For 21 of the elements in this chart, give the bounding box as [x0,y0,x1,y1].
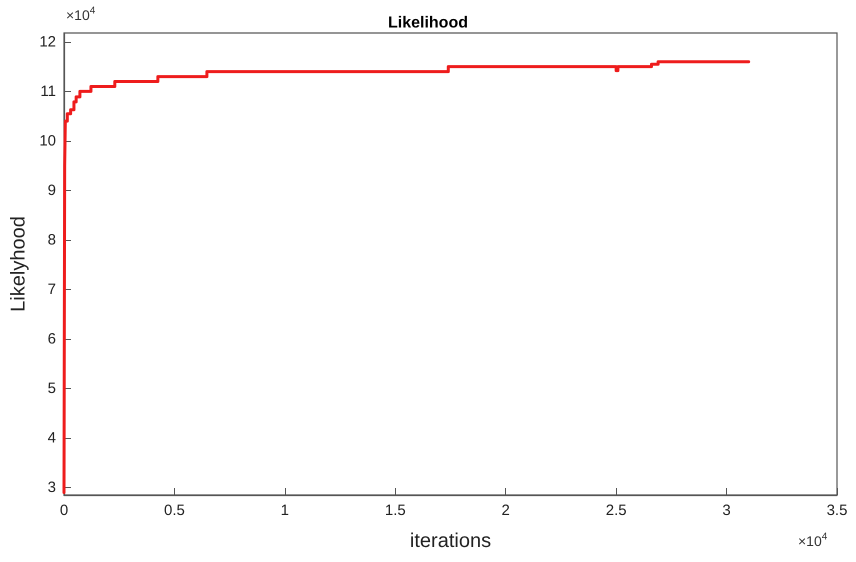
y-tick-label: 4 [48,430,56,447]
x-tick-label: 3 [722,502,731,519]
chart-title: Likelihood [388,14,468,32]
y-axis-title: Likelyhood [7,216,30,312]
x-tick-label: 1.5 [384,502,406,519]
y-tick-label: 5 [48,380,56,398]
x-tick-label: 0.5 [164,502,185,519]
x-tick-label: 2 [502,502,510,519]
y-tick-label: 6 [48,330,56,348]
x-axis-title: iterations [410,530,492,552]
x-tick-label: 3.5 [826,502,848,519]
y-tick-label: 10 [39,132,56,150]
y-tick-label: 9 [48,182,56,199]
y-tick-label: 8 [48,231,56,248]
y-tick-label: 3 [48,479,56,496]
x-tick-label: 2.5 [606,502,627,519]
x-tick-label: 0 [60,502,68,519]
y-tick-label: 11 [40,82,56,100]
x-tick-label: 1 [280,502,290,519]
y-tick-label: 12 [39,33,56,50]
y-tick-label: 7 [48,281,56,298]
